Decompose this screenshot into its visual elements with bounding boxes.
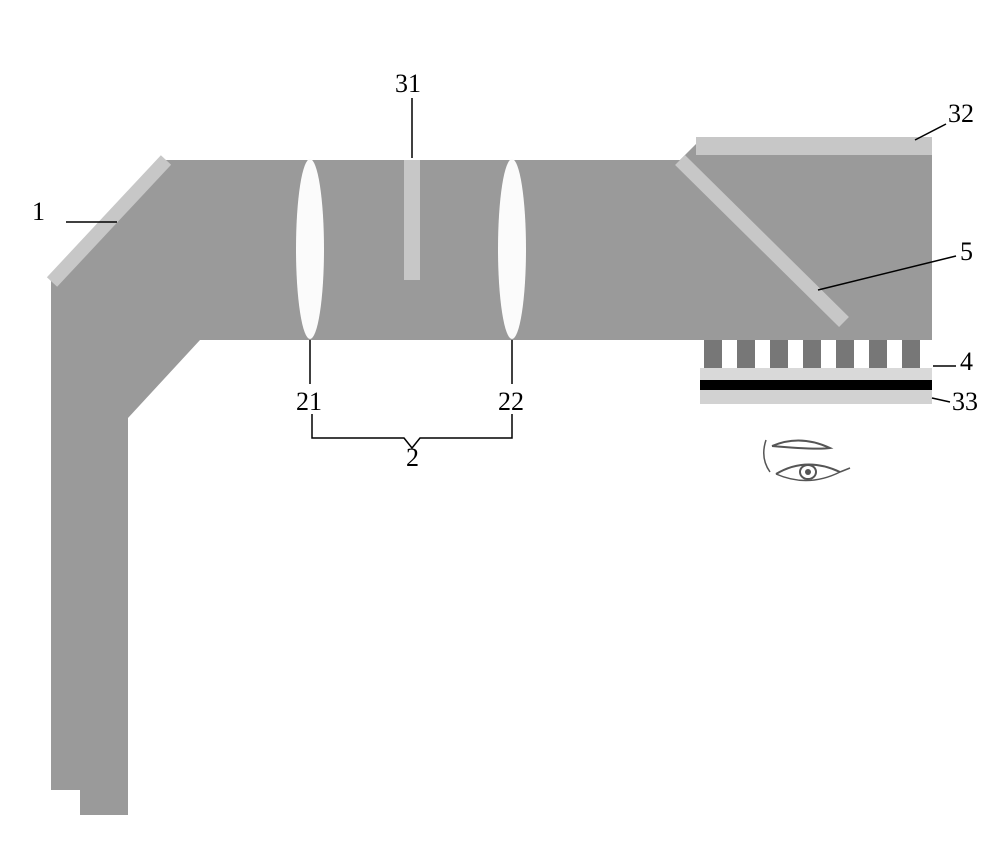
label-l32: 32 <box>948 99 974 128</box>
label-l2: 2 <box>406 443 419 472</box>
canvas-background <box>0 0 1000 843</box>
eyepiece-band-2 <box>700 390 932 404</box>
grating-block <box>803 340 821 368</box>
grating-block <box>737 340 755 368</box>
lens_left <box>296 159 324 339</box>
grating-block <box>704 340 722 368</box>
grating-block <box>770 340 788 368</box>
grating-block <box>902 340 920 368</box>
lens_right <box>498 159 526 339</box>
grating-block <box>869 340 887 368</box>
label-l5: 5 <box>960 237 973 266</box>
optical-diagram: 13132543321222 <box>0 0 1000 843</box>
label-l31: 31 <box>395 69 421 98</box>
label-l21: 21 <box>296 387 322 416</box>
label-l1: 1 <box>32 197 45 226</box>
label-l4: 4 <box>960 347 973 376</box>
grating-block <box>836 340 854 368</box>
aperture-slit <box>404 160 420 280</box>
label-l33: 33 <box>952 387 978 416</box>
label-l22: 22 <box>498 387 524 416</box>
eyepiece-band-0 <box>700 368 932 380</box>
eyepiece-band-1 <box>700 380 932 390</box>
